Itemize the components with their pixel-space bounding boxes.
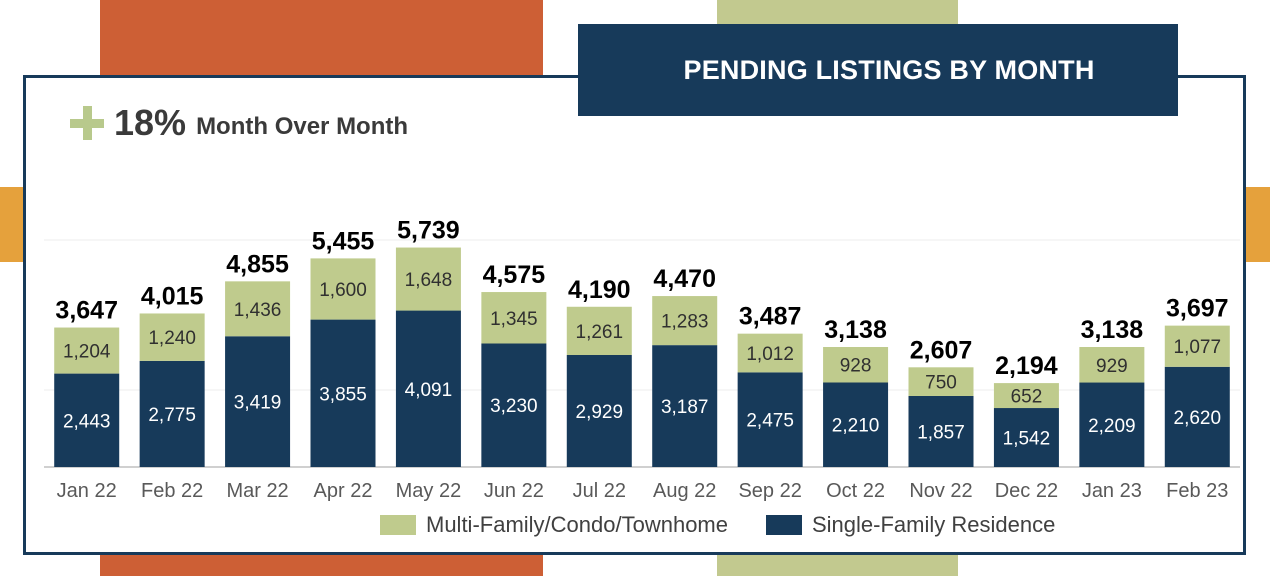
chart-title: PENDING LISTINGS BY MONTH bbox=[578, 24, 1178, 116]
x-tick-label-11: Dec 22 bbox=[995, 480, 1058, 502]
bar-multi-family-8 bbox=[737, 333, 803, 373]
bar-multi-family-0 bbox=[54, 327, 120, 374]
data-label-multi-family-11: 652 bbox=[1011, 387, 1043, 408]
data-label-single-family-12: 2,209 bbox=[1088, 416, 1136, 437]
data-label-multi-family-9: 928 bbox=[840, 356, 872, 377]
data-label-multi-family-1: 1,240 bbox=[148, 328, 196, 349]
data-label-single-family-1: 2,775 bbox=[148, 405, 196, 426]
bar-multi-family-10 bbox=[908, 367, 974, 396]
plus-icon bbox=[70, 106, 104, 140]
total-label-2: 4,855 bbox=[226, 250, 289, 278]
data-label-multi-family-7: 1,283 bbox=[661, 312, 709, 333]
bar-multi-family-7 bbox=[652, 296, 718, 346]
bar-multi-family-6 bbox=[566, 306, 632, 355]
data-label-single-family-5: 3,230 bbox=[490, 396, 538, 417]
bar-single-family-8 bbox=[737, 372, 803, 467]
bar-single-family-2 bbox=[225, 336, 291, 467]
data-label-single-family-11: 1,542 bbox=[1003, 429, 1051, 450]
legend-item-single-family: Single-Family Residence bbox=[766, 512, 1055, 538]
data-label-single-family-9: 2,210 bbox=[832, 416, 880, 437]
bar-single-family-9 bbox=[823, 382, 889, 467]
data-label-multi-family-6: 1,261 bbox=[576, 322, 624, 343]
legend-label-single-family: Single-Family Residence bbox=[812, 512, 1056, 537]
bar-multi-family-13 bbox=[1164, 325, 1230, 367]
bar-single-family-3 bbox=[310, 319, 376, 467]
bar-multi-family-2 bbox=[225, 281, 291, 337]
total-label-1: 4,015 bbox=[141, 282, 204, 310]
data-label-multi-family-5: 1,345 bbox=[490, 309, 538, 330]
data-label-multi-family-0: 1,204 bbox=[63, 342, 111, 363]
bar-single-family-7 bbox=[652, 345, 718, 467]
data-label-single-family-7: 3,187 bbox=[661, 397, 709, 418]
data-label-multi-family-4: 1,648 bbox=[405, 270, 453, 291]
x-tick-label-2: Mar 22 bbox=[226, 480, 288, 502]
x-tick-label-8: Sep 22 bbox=[738, 480, 801, 502]
total-label-12: 3,138 bbox=[1081, 316, 1144, 344]
data-label-single-family-13: 2,620 bbox=[1174, 408, 1222, 429]
total-label-5: 4,575 bbox=[483, 261, 546, 289]
data-label-multi-family-2: 1,436 bbox=[234, 300, 282, 321]
legend-swatch-single-family bbox=[766, 515, 802, 535]
bar-multi-family-12 bbox=[1079, 347, 1145, 383]
total-label-4: 5,739 bbox=[397, 217, 460, 245]
x-tick-label-5: Jun 22 bbox=[484, 480, 544, 502]
total-label-6: 4,190 bbox=[568, 276, 631, 304]
data-label-multi-family-8: 1,012 bbox=[746, 344, 794, 365]
data-label-single-family-3: 3,855 bbox=[319, 384, 367, 405]
kpi-text: Month Over Month bbox=[196, 113, 409, 140]
data-label-multi-family-13: 1,077 bbox=[1174, 337, 1222, 358]
bar-multi-family-1 bbox=[139, 313, 205, 361]
x-tick-label-7: Aug 22 bbox=[653, 480, 716, 502]
x-tick-label-6: Jul 22 bbox=[573, 480, 626, 502]
total-label-3: 5,455 bbox=[312, 227, 375, 255]
x-tick-label-9: Oct 22 bbox=[826, 480, 885, 502]
bar-multi-family-11 bbox=[993, 383, 1059, 409]
legend-swatch-multi-family bbox=[380, 515, 416, 535]
total-label-11: 2,194 bbox=[995, 352, 1058, 380]
total-label-13: 3,697 bbox=[1166, 295, 1229, 323]
x-tick-label-10: Nov 22 bbox=[909, 480, 972, 502]
x-tick-label-12: Jan 23 bbox=[1082, 480, 1142, 502]
x-tick-label-13: Feb 23 bbox=[1166, 480, 1228, 502]
chart-legend: Multi-Family/Condo/Townhome Single-Famil… bbox=[380, 512, 1093, 538]
bar-multi-family-3 bbox=[310, 258, 376, 320]
kpi-value: 18% bbox=[114, 102, 187, 143]
bar-single-family-1 bbox=[139, 360, 205, 467]
bar-single-family-0 bbox=[54, 373, 120, 467]
total-label-8: 3,487 bbox=[739, 303, 802, 331]
kpi-summary: 18% Month Over Month bbox=[70, 98, 408, 148]
data-label-single-family-4: 4,091 bbox=[405, 380, 453, 401]
data-label-multi-family-10: 750 bbox=[925, 373, 957, 394]
bar-multi-family-9 bbox=[823, 347, 889, 383]
x-tick-label-3: Apr 22 bbox=[314, 480, 373, 502]
data-label-single-family-2: 3,419 bbox=[234, 393, 282, 414]
bar-single-family-10 bbox=[908, 395, 974, 467]
legend-item-multi-family: Multi-Family/Condo/Townhome bbox=[380, 512, 728, 538]
total-label-0: 3,647 bbox=[55, 297, 118, 325]
data-label-multi-family-12: 929 bbox=[1096, 356, 1128, 377]
bar-multi-family-5 bbox=[481, 292, 547, 344]
x-tick-label-4: May 22 bbox=[396, 480, 462, 502]
total-label-10: 2,607 bbox=[910, 336, 973, 364]
legend-label-multi-family: Multi-Family/Condo/Townhome bbox=[426, 512, 728, 537]
bar-single-family-13 bbox=[1164, 366, 1230, 467]
x-tick-label-0: Jan 22 bbox=[57, 480, 117, 502]
bar-single-family-4 bbox=[395, 310, 461, 467]
data-label-single-family-6: 2,929 bbox=[576, 402, 624, 423]
x-tick-label-1: Feb 22 bbox=[141, 480, 203, 502]
total-label-9: 3,138 bbox=[824, 316, 887, 344]
data-label-multi-family-3: 1,600 bbox=[319, 280, 367, 301]
bar-multi-family-4 bbox=[395, 247, 461, 311]
bar-single-family-5 bbox=[481, 343, 547, 467]
total-label-7: 4,470 bbox=[653, 265, 716, 293]
data-label-single-family-0: 2,443 bbox=[63, 411, 111, 432]
bar-single-family-11 bbox=[993, 408, 1059, 467]
data-label-single-family-10: 1,857 bbox=[917, 422, 965, 443]
bar-single-family-12 bbox=[1079, 382, 1145, 467]
data-label-single-family-8: 2,475 bbox=[746, 411, 794, 432]
bar-single-family-6 bbox=[566, 354, 632, 467]
